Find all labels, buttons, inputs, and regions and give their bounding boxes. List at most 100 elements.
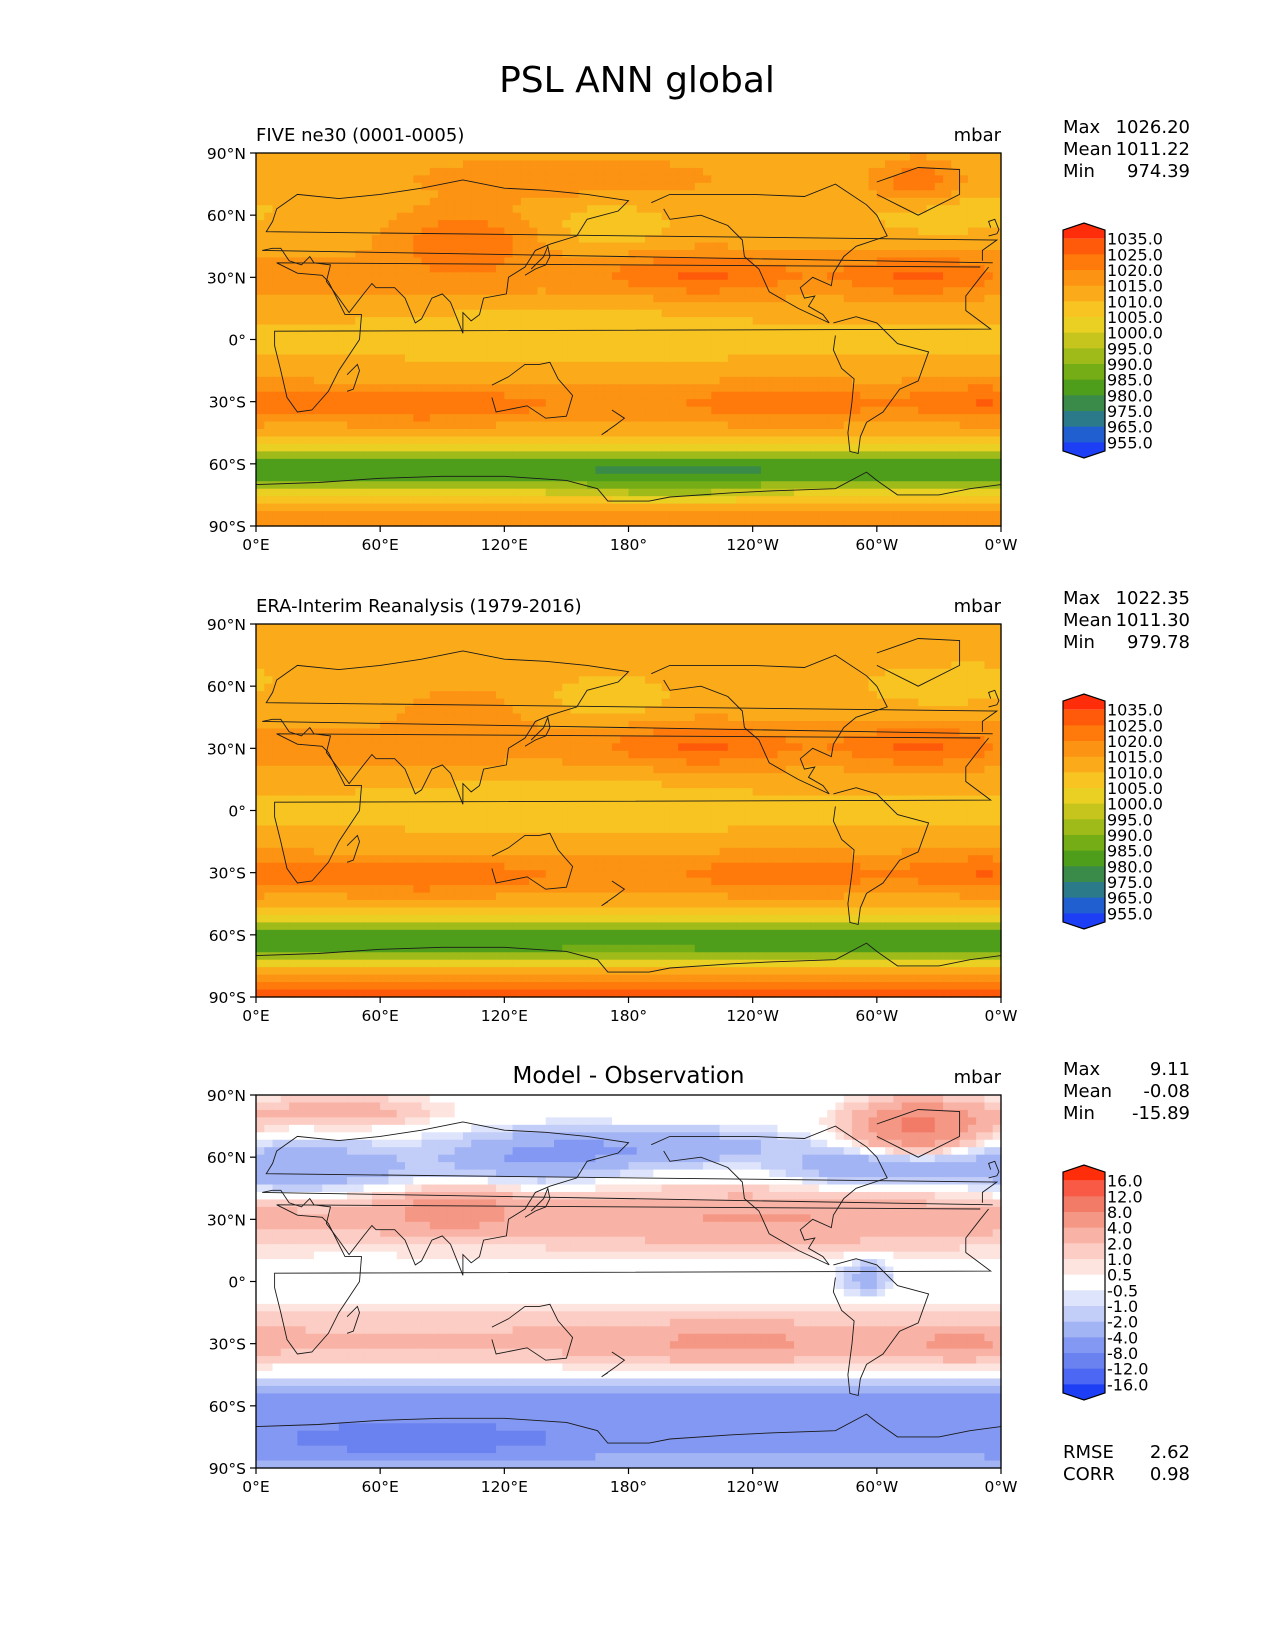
map-cell <box>330 324 340 333</box>
map-cell <box>794 153 803 162</box>
map-cell <box>578 309 588 318</box>
map-cell <box>653 235 663 244</box>
map-cell <box>885 443 894 452</box>
map-cell <box>976 167 986 176</box>
map-cell <box>802 190 812 199</box>
map-cell <box>719 197 729 206</box>
map-cell <box>388 324 398 333</box>
map-cell <box>520 212 530 221</box>
map-cell <box>520 646 530 655</box>
map-cell <box>371 488 381 497</box>
map-cell <box>926 279 936 288</box>
map-cell <box>570 458 580 467</box>
map-cell <box>479 317 489 326</box>
map-cell <box>653 361 663 370</box>
map-cell <box>396 369 406 378</box>
map-cell <box>959 242 969 251</box>
map-cell <box>545 220 555 229</box>
map-cell <box>421 443 431 452</box>
map-cell <box>794 220 803 229</box>
map-cell <box>446 503 456 512</box>
map-cell <box>280 175 290 184</box>
map-cell <box>611 369 621 378</box>
map-cell <box>289 294 298 303</box>
map-cell <box>388 488 398 497</box>
map-cell <box>661 653 671 662</box>
colorbar-label: 990.0 <box>1107 355 1153 374</box>
map-cell <box>496 646 505 655</box>
map-cell <box>297 242 307 251</box>
map-cell <box>264 624 274 633</box>
map-cell <box>272 153 282 162</box>
map-cell <box>628 332 638 341</box>
map-cell <box>371 429 381 438</box>
map-cell <box>338 503 348 512</box>
map-cell <box>918 361 928 370</box>
map-cell <box>446 242 456 251</box>
map-cell <box>934 167 944 176</box>
map-cell <box>992 503 1002 512</box>
map-cell <box>752 160 762 169</box>
map-cell <box>595 443 605 452</box>
map-cell <box>777 488 787 497</box>
map-cell <box>313 653 323 662</box>
map-cell <box>471 346 481 356</box>
map-cell <box>611 264 621 273</box>
map-cell <box>744 302 754 311</box>
map-cell <box>794 518 803 527</box>
map-cell <box>363 235 373 244</box>
map-cell <box>264 436 274 445</box>
map-cell <box>918 646 928 655</box>
map-cell <box>504 646 514 655</box>
map-cell <box>264 414 274 423</box>
map-cell <box>967 511 977 520</box>
map-cell <box>678 212 688 221</box>
map-cell <box>330 153 340 162</box>
map-cell <box>487 190 497 199</box>
map-cell <box>330 503 340 512</box>
map-cell <box>694 481 704 490</box>
map-cell <box>843 182 853 191</box>
map-cell <box>835 190 845 199</box>
map-cell <box>578 399 588 408</box>
map-cell <box>686 421 696 430</box>
map-cell <box>760 272 770 281</box>
map-cell <box>901 518 911 527</box>
map-cell <box>752 638 762 647</box>
map-cell <box>512 332 522 341</box>
map-cell <box>703 309 712 318</box>
map-cell <box>446 369 456 378</box>
map-cell <box>744 391 754 400</box>
map-cell <box>479 175 489 184</box>
map-cell <box>595 488 605 497</box>
map-cell <box>578 175 588 184</box>
map-cell <box>537 227 547 236</box>
map-cell <box>297 332 307 341</box>
map-cell <box>462 481 472 490</box>
map-cell <box>934 511 944 520</box>
map-cell <box>636 503 646 512</box>
map-cell <box>413 309 423 318</box>
map-cell <box>653 354 663 363</box>
map-cell <box>711 631 721 640</box>
map-cell <box>520 272 530 281</box>
map-cell <box>984 443 994 452</box>
map-cell <box>256 369 265 378</box>
map-cell <box>347 473 356 482</box>
map-cell <box>347 458 356 467</box>
map-cell <box>744 317 754 326</box>
map-cell <box>330 429 340 438</box>
map-cell <box>338 190 348 199</box>
map-cell <box>438 302 447 311</box>
map-cell <box>835 346 845 356</box>
map-cell <box>636 466 646 475</box>
map-cell <box>595 309 605 318</box>
map-cell <box>529 391 539 400</box>
map-cell <box>711 264 721 273</box>
map-cell <box>371 354 381 363</box>
map-cell <box>835 429 845 438</box>
map-cell <box>752 182 762 191</box>
map-cell <box>587 257 596 266</box>
map-cell <box>934 182 944 191</box>
map-cell <box>810 302 820 311</box>
